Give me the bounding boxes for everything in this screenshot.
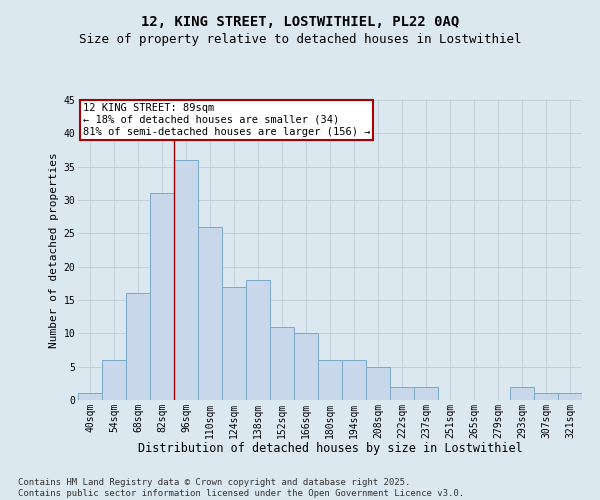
Bar: [174, 160, 198, 400]
Bar: [126, 294, 150, 400]
Bar: [150, 194, 174, 400]
Bar: [294, 334, 318, 400]
Bar: [102, 360, 126, 400]
Bar: [198, 226, 222, 400]
Bar: [78, 394, 102, 400]
X-axis label: Distribution of detached houses by size in Lostwithiel: Distribution of detached houses by size …: [137, 442, 523, 455]
Bar: [558, 394, 582, 400]
Bar: [510, 386, 534, 400]
Text: Size of property relative to detached houses in Lostwithiel: Size of property relative to detached ho…: [79, 32, 521, 46]
Bar: [366, 366, 390, 400]
Bar: [342, 360, 366, 400]
Bar: [414, 386, 438, 400]
Text: 12, KING STREET, LOSTWITHIEL, PL22 0AQ: 12, KING STREET, LOSTWITHIEL, PL22 0AQ: [141, 15, 459, 29]
Text: Contains HM Land Registry data © Crown copyright and database right 2025.
Contai: Contains HM Land Registry data © Crown c…: [18, 478, 464, 498]
Bar: [390, 386, 414, 400]
Text: 12 KING STREET: 89sqm
← 18% of detached houses are smaller (34)
81% of semi-deta: 12 KING STREET: 89sqm ← 18% of detached …: [83, 104, 370, 136]
Y-axis label: Number of detached properties: Number of detached properties: [49, 152, 59, 348]
Bar: [270, 326, 294, 400]
Bar: [318, 360, 342, 400]
Bar: [246, 280, 270, 400]
Bar: [534, 394, 558, 400]
Bar: [222, 286, 246, 400]
